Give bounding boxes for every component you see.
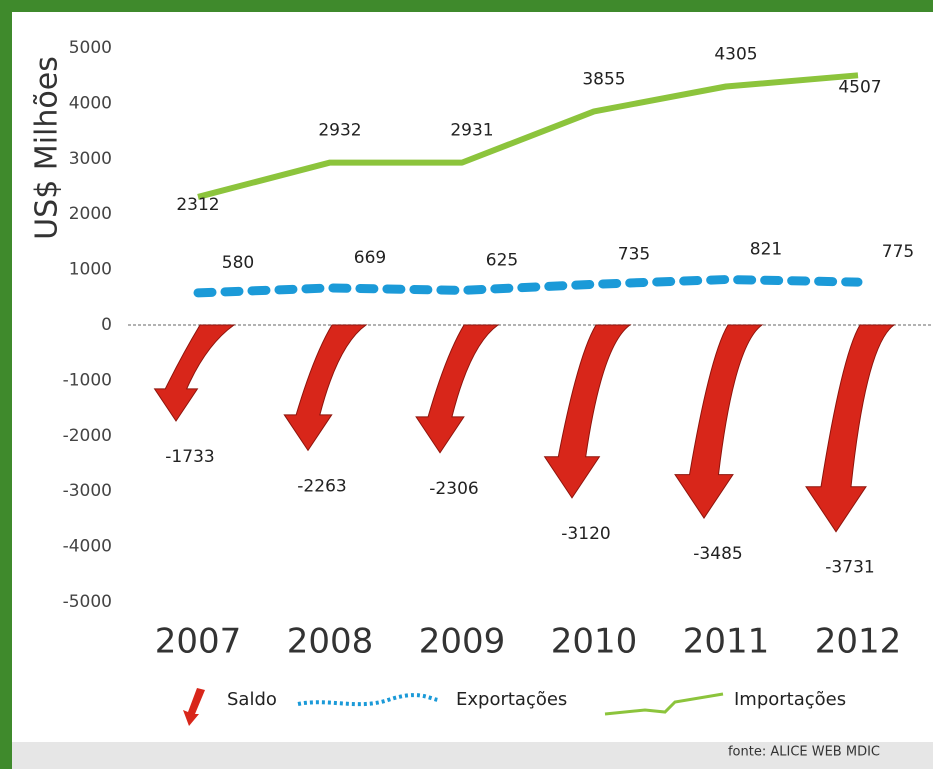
value-label: 2932 (318, 121, 361, 141)
panel (12, 12, 933, 742)
exports-line (193, 275, 863, 298)
legend-icon (183, 688, 205, 726)
y-tick-label: -5000 (63, 592, 112, 612)
value-label: -1733 (165, 447, 214, 467)
value-label: -3485 (693, 544, 742, 564)
value-label: 821 (750, 240, 782, 260)
x-tick-label: 2011 (683, 622, 770, 662)
legend-label: Saldo (227, 689, 277, 710)
value-label: 4507 (838, 77, 881, 97)
x-tick-label: 2007 (155, 622, 242, 662)
y-tick-label: 4000 (69, 93, 112, 113)
saldo-arrow (415, 324, 500, 454)
source: fonte: ALICE WEB MDIC (728, 745, 880, 760)
legend-icon (297, 693, 439, 707)
x-tick-label: 2009 (419, 622, 506, 662)
saldo-arrow (153, 324, 236, 422)
saldo-arrow (674, 324, 764, 519)
value-label: 735 (618, 244, 650, 264)
saldo-arrow (543, 324, 632, 499)
y-axis-label: US$ Milhões (30, 56, 65, 240)
value-label: 580 (222, 253, 254, 273)
value-label: 3855 (582, 69, 625, 89)
legend-label: Exportações (456, 689, 567, 710)
value-label: -2306 (429, 479, 478, 499)
y-tick-label: 2000 (69, 204, 112, 224)
legend-label: Importações (734, 689, 846, 710)
value-label: -2263 (297, 476, 346, 496)
value-label: -3731 (825, 558, 874, 578)
y-tick-label: -4000 (63, 537, 112, 557)
value-label: 625 (486, 250, 518, 270)
y-tick-label: 5000 (69, 38, 112, 58)
value-label: 4305 (714, 45, 757, 65)
x-tick-label: 2010 (551, 622, 638, 662)
value-label: 775 (882, 242, 914, 262)
saldo-arrow (283, 324, 368, 452)
x-tick-label: 2012 (815, 622, 902, 662)
value-label: -3120 (561, 524, 610, 544)
footer-strip (12, 742, 933, 769)
imports-line (197, 72, 859, 200)
y-tick-label: 1000 (69, 260, 112, 280)
value-label: 669 (354, 248, 386, 268)
y-tick-label: -1000 (63, 370, 112, 390)
x-tick-label: 2008 (287, 622, 374, 662)
saldo-arrow (805, 324, 896, 533)
value-label: 2931 (450, 121, 493, 141)
y-tick-label: 0 (101, 315, 112, 335)
y-tick-label: 3000 (69, 149, 112, 169)
y-tick-label: -2000 (63, 426, 112, 446)
y-tick-label: -3000 (63, 481, 112, 501)
legend-icon (604, 692, 724, 716)
value-label: 2312 (176, 195, 219, 215)
